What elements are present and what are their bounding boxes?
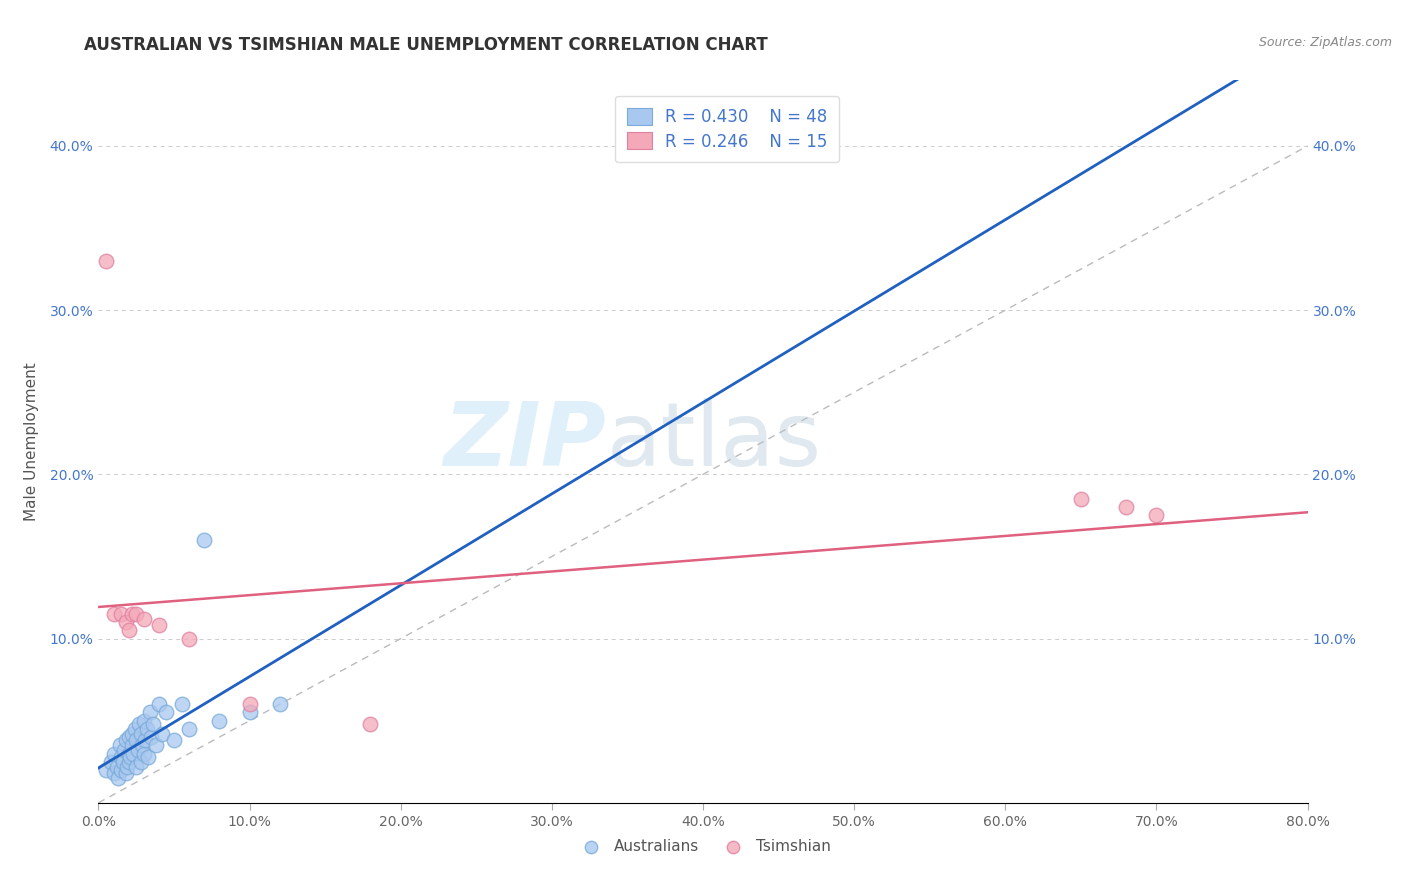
Point	[110, 763, 132, 777]
Text: ZIP: ZIP	[443, 398, 606, 485]
Point	[170, 698, 193, 712]
Point	[142, 717, 165, 731]
Y-axis label: Male Unemployment: Male Unemployment	[24, 362, 38, 521]
Point	[111, 755, 134, 769]
Point	[112, 743, 135, 757]
Point	[145, 739, 167, 753]
Point	[125, 733, 148, 747]
Point	[131, 739, 153, 753]
Point	[120, 749, 142, 764]
Point	[122, 747, 145, 761]
Point	[107, 771, 129, 785]
Point	[1115, 500, 1137, 515]
Point	[1144, 508, 1167, 523]
Point	[108, 739, 131, 753]
Point	[128, 717, 150, 731]
Point	[114, 615, 136, 630]
Text: AUSTRALIAN VS TSIMSHIAN MALE UNEMPLOYMENT CORRELATION CHART: AUSTRALIAN VS TSIMSHIAN MALE UNEMPLOYMEN…	[84, 36, 768, 54]
Point	[118, 624, 141, 638]
Point	[132, 747, 155, 761]
Point	[193, 533, 215, 547]
Point	[208, 714, 231, 728]
Point	[136, 749, 159, 764]
Point	[103, 766, 125, 780]
Point	[118, 747, 141, 761]
Point	[118, 755, 141, 769]
Point	[179, 722, 201, 736]
Point	[114, 766, 136, 780]
Point	[148, 618, 170, 632]
Point	[94, 763, 117, 777]
Point	[118, 730, 141, 744]
Point	[121, 727, 143, 741]
Point	[114, 733, 136, 747]
Point	[132, 714, 155, 728]
Point	[129, 755, 152, 769]
Point	[135, 722, 157, 736]
Point	[1070, 491, 1092, 506]
Point	[124, 722, 146, 736]
Point	[105, 760, 128, 774]
Point	[150, 727, 173, 741]
Point	[129, 727, 152, 741]
Point	[179, 632, 201, 646]
Point	[269, 698, 291, 712]
Point	[141, 730, 163, 744]
Point	[139, 706, 162, 720]
Point	[132, 612, 155, 626]
Point	[100, 755, 122, 769]
Point	[239, 698, 262, 712]
Point	[121, 607, 143, 621]
Point	[103, 747, 125, 761]
Point	[110, 749, 132, 764]
Point	[103, 607, 125, 621]
Point	[134, 733, 156, 747]
Legend: Australians, Tsimshian: Australians, Tsimshian	[569, 833, 837, 860]
Text: Source: ZipAtlas.com: Source: ZipAtlas.com	[1258, 36, 1392, 49]
Point	[127, 743, 149, 757]
Point	[239, 706, 262, 720]
Point	[94, 253, 117, 268]
Point	[148, 698, 170, 712]
Text: atlas: atlas	[606, 398, 821, 485]
Point	[163, 733, 186, 747]
Point	[121, 739, 143, 753]
Point	[125, 607, 148, 621]
Point	[155, 706, 177, 720]
Point	[125, 760, 148, 774]
Point	[360, 717, 382, 731]
Point	[115, 760, 138, 774]
Point	[110, 607, 132, 621]
